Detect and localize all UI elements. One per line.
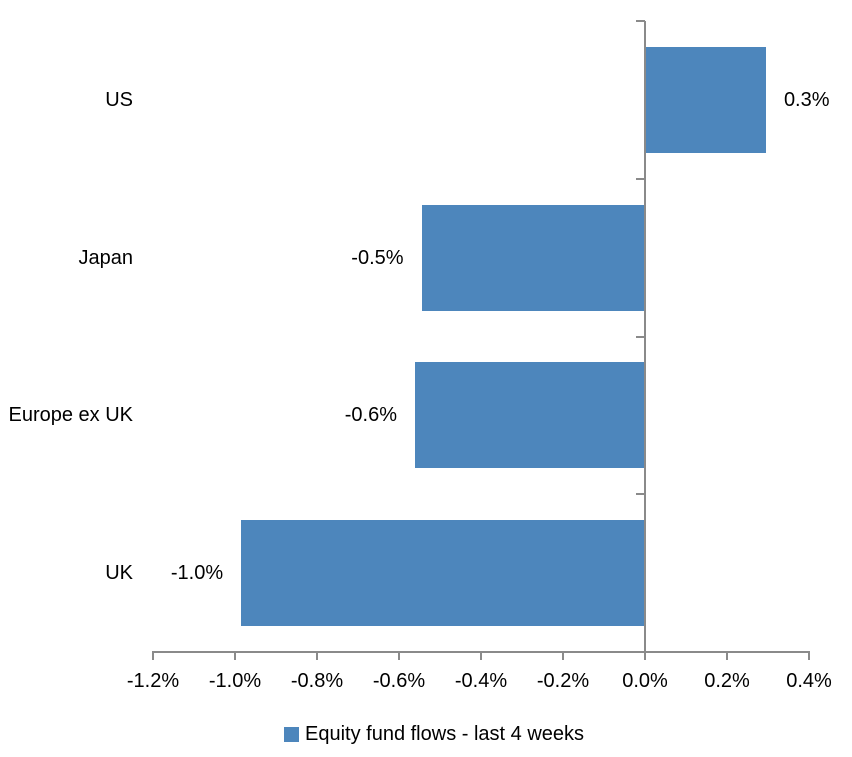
y-axis-tick [636,335,645,338]
bar [421,204,645,311]
bar [241,520,645,627]
legend-label: Equity fund flows - last 4 weeks [305,723,585,745]
x-tick-label: -0.2% [536,670,590,692]
x-tick-label: 0.0% [622,670,668,692]
bar-value-label: -1.0% [170,562,224,585]
x-axis-tick [234,651,236,660]
legend-swatch-icon [284,727,299,742]
x-axis-tick [808,651,810,660]
x-axis-tick [316,651,318,660]
legend: Equity fund flows - last 4 weeks [284,722,584,747]
y-axis-tick [636,493,645,496]
bar-value-label: -0.5% [351,246,404,269]
x-axis-tick [562,651,564,660]
x-axis-tick [152,651,154,660]
x-axis-tick [480,651,482,660]
x-tick-label: -0.4% [454,670,508,692]
y-axis-tick [636,177,645,180]
bar-value-label: 0.3% [783,88,830,111]
x-tick-label: -0.8% [290,670,344,692]
category-label: US [105,88,133,111]
y-axis-tick [636,20,645,22]
bar-value-label: -0.6% [344,404,397,427]
x-tick-label: 0.4% [786,670,832,692]
x-axis-tick [398,651,400,660]
category-label: Japan [78,246,134,269]
bar [414,362,645,469]
bar [645,46,766,153]
x-tick-label: 0.2% [704,670,750,692]
category-label: UK [105,562,133,585]
category-label: Europe ex UK [8,404,133,427]
y-axis-line [644,21,646,660]
x-axis-tick [726,651,728,660]
x-tick-label: -1.2% [126,670,180,692]
x-tick-label: -0.6% [372,670,426,692]
x-tick-label: -1.0% [208,670,262,692]
x-axis-tick [644,651,646,660]
